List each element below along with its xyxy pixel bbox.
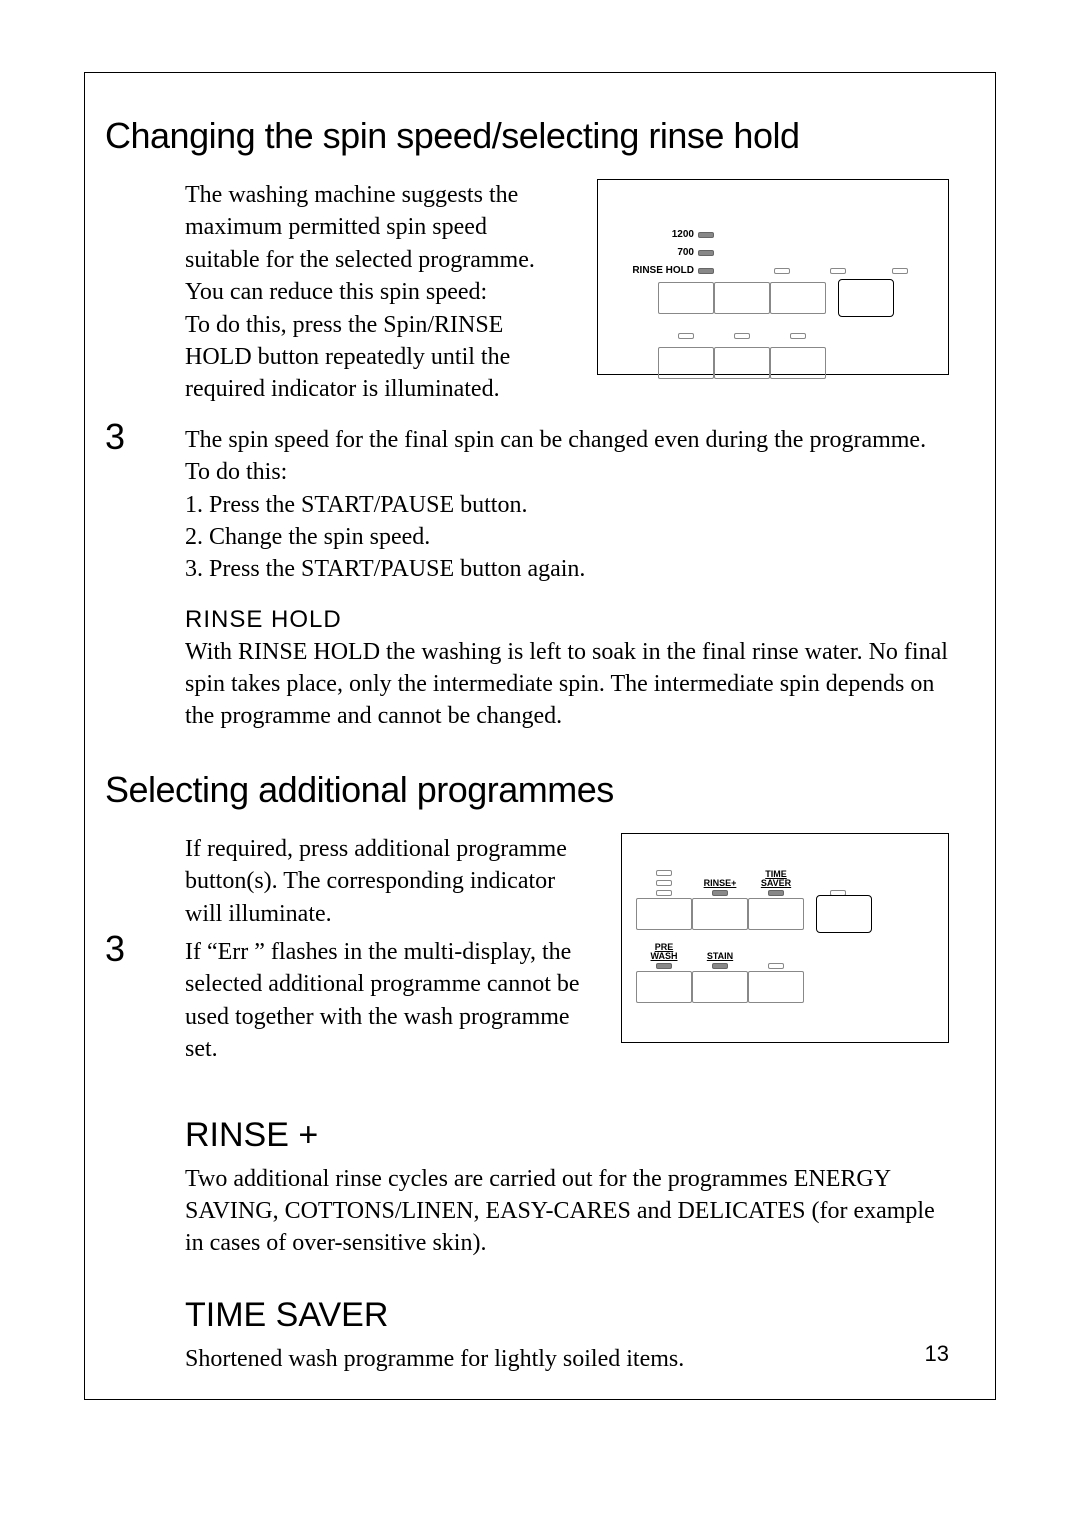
steps-list: 1.Press the START/PAUSE button. 2.Change… — [185, 489, 949, 586]
panel1-button-row-1 — [612, 282, 934, 317]
panel2-inner: RINSE+ TIME SAVER — [636, 852, 934, 1003]
led-icon — [892, 268, 908, 274]
step-2: 2.Change the spin speed. — [185, 521, 949, 553]
label-time-saver: TIME SAVER — [761, 870, 791, 888]
panel-button[interactable] — [714, 347, 770, 379]
control-panel-additional: RINSE+ TIME SAVER — [621, 833, 949, 1043]
panel2-button-row-1 — [636, 898, 934, 933]
section-spin-speed: Changing the spin speed/selecting rinse … — [105, 115, 949, 733]
led-icon — [790, 333, 806, 339]
heading-additional: Selecting additional programmes — [105, 769, 949, 811]
page-content: Changing the spin speed/selecting rinse … — [105, 115, 949, 1359]
led-icon — [712, 963, 728, 969]
panel1-row-700: 700 — [612, 244, 934, 262]
panel-button[interactable] — [692, 898, 748, 930]
row-spin-text-panel: The washing machine suggests the maximum… — [105, 179, 949, 406]
page-number: 13 — [925, 1341, 949, 1367]
panel2-top-labels: RINSE+ TIME SAVER — [636, 870, 934, 896]
rinse-hold-label: RINSE HOLD — [185, 606, 949, 634]
panel-button[interactable] — [692, 971, 748, 1003]
section-rinse-plus: RINSE + Two additional rinse cycles are … — [185, 1116, 949, 1260]
panel-button[interactable] — [658, 282, 714, 314]
heading-spin-speed: Changing the spin speed/selecting rinse … — [105, 115, 949, 157]
panel1-row2-leds — [612, 327, 934, 345]
led-icon — [656, 963, 672, 969]
panel1-top-block: 1200 700 RINSE HOLD — [612, 198, 934, 379]
label-rinse-plus: RINSE+ — [704, 879, 737, 888]
panel-button[interactable] — [770, 282, 826, 314]
led-icon — [768, 963, 784, 969]
step-1: 1.Press the START/PAUSE button. — [185, 489, 949, 521]
led-icon — [768, 890, 784, 896]
led-icon — [656, 880, 672, 886]
section-additional-programmes: Selecting additional programmes If requi… — [105, 769, 949, 1066]
spin-para-1: The washing machine suggests the maximum… — [185, 179, 567, 309]
note-marker-1: 3 — [105, 416, 145, 458]
panel-button[interactable] — [636, 898, 692, 930]
panel-button-selected[interactable] — [838, 279, 894, 317]
label-prewash: PRE WASH — [651, 943, 678, 961]
panel1-row-1200: 1200 — [612, 226, 934, 244]
panel-button-selected[interactable] — [816, 895, 872, 933]
time-saver-para: Shortened wash programme for lightly soi… — [185, 1343, 949, 1375]
panel1-inner: 1200 700 RINSE HOLD — [612, 198, 934, 379]
label-1200: 1200 — [612, 230, 698, 240]
rinse-hold-para: With RINSE HOLD the washing is left to s… — [185, 636, 949, 733]
section-time-saver: TIME SAVER Shortened wash programme for … — [185, 1296, 949, 1375]
led-icon — [698, 232, 714, 238]
step-2-text: Change the spin speed. — [209, 521, 430, 553]
heading-rinse-plus: RINSE + — [185, 1116, 949, 1155]
step-3-text: Press the START/PAUSE button again. — [209, 553, 585, 585]
heading-time-saver: TIME SAVER — [185, 1296, 949, 1335]
row-additional: If required, press additional programme … — [105, 833, 949, 1066]
note-block-1: 3 The spin speed for the final spin can … — [105, 424, 949, 733]
led-icon — [698, 268, 714, 274]
label-rinsehold: RINSE HOLD — [612, 266, 698, 276]
page-frame: Changing the spin speed/selecting rinse … — [84, 72, 996, 1400]
panel-button[interactable] — [658, 347, 714, 379]
step-3: 3.Press the START/PAUSE button again. — [185, 553, 949, 585]
label-stain: STAIN — [707, 952, 733, 961]
panel2-bottom-labels: PRE WASH STAIN — [636, 943, 934, 969]
panel2-button-row-2 — [636, 971, 934, 1003]
led-icon — [774, 268, 790, 274]
panel-button[interactable] — [748, 898, 804, 930]
panel-button[interactable] — [770, 347, 826, 379]
led-icon — [656, 870, 672, 876]
led-icon — [734, 333, 750, 339]
rinse-plus-para: Two additional rinse cycles are carried … — [185, 1163, 949, 1260]
additional-text-col: If required, press additional programme … — [185, 833, 591, 1066]
panel1-button-row-2 — [612, 347, 934, 379]
panel1-row-rinsehold: RINSE HOLD — [612, 262, 934, 280]
led-icon — [830, 268, 846, 274]
panel-button[interactable] — [636, 971, 692, 1003]
note-para-2: If “Err ” flashes in the multi-display, … — [185, 936, 591, 1066]
additional-para-1: If required, press additional programme … — [185, 833, 591, 930]
control-panel-spin: 1200 700 RINSE HOLD — [597, 179, 949, 375]
step-1-text: Press the START/PAUSE button. — [209, 489, 527, 521]
led-icon — [656, 890, 672, 896]
spin-para-2: To do this, press the Spin/RINSE HOLD bu… — [185, 309, 567, 406]
note-para-1: The spin speed for the final spin can be… — [185, 424, 949, 489]
panel-button[interactable] — [714, 282, 770, 314]
note-marker-2: 3 — [105, 928, 145, 970]
led-icon — [712, 890, 728, 896]
led-icon — [698, 250, 714, 256]
spin-text-col: The washing machine suggests the maximum… — [185, 179, 567, 406]
panel-button[interactable] — [748, 971, 804, 1003]
note-block-2: 3 If “Err ” flashes in the multi-display… — [185, 936, 591, 1066]
label-700: 700 — [612, 248, 698, 258]
led-icon — [678, 333, 694, 339]
